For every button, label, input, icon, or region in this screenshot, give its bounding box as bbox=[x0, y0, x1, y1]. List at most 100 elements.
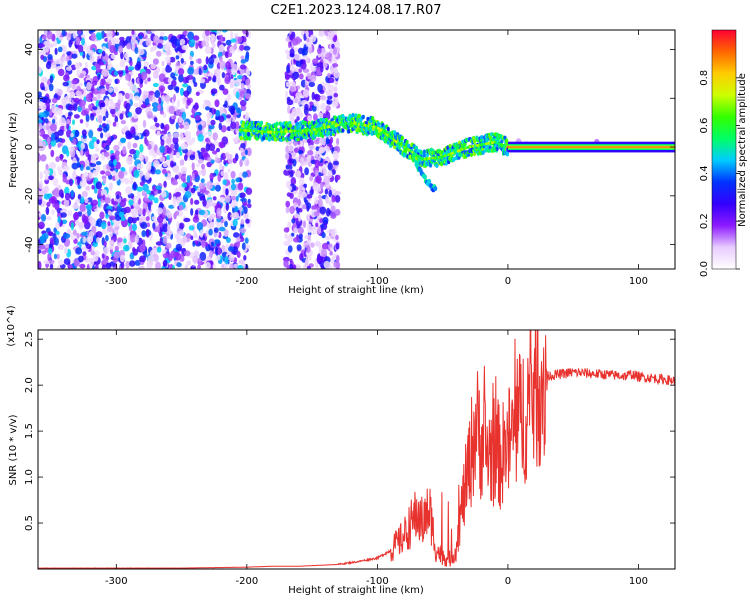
heatmap-noise-cell bbox=[72, 30, 77, 39]
heatmap-noise-cell bbox=[307, 72, 311, 80]
heatmap-noise-cell bbox=[126, 42, 132, 50]
snr-y-axis: 0.51.01.52.02.5 bbox=[24, 331, 675, 531]
heatmap-noise-cell bbox=[41, 86, 45, 91]
heatmap-noise-cell bbox=[202, 198, 207, 207]
heatmap-noise-cell bbox=[285, 205, 290, 214]
heatmap-noise-cell bbox=[334, 97, 339, 104]
heatmap-noise-cell bbox=[212, 150, 218, 155]
heatmap-noise-cell bbox=[51, 118, 56, 125]
heatmap-noise-cell bbox=[240, 218, 245, 225]
heatmap-signal-cell bbox=[259, 120, 264, 126]
heatmap-noise-cell bbox=[86, 81, 92, 91]
heatmap-signal-cell bbox=[405, 140, 409, 145]
heatmap-noise-cell bbox=[178, 73, 184, 83]
heatmap-noise-cell bbox=[313, 113, 318, 122]
heatmap-y-label: Frequency (Hz) bbox=[8, 112, 19, 188]
heatmap-noise-cell bbox=[123, 238, 127, 244]
heatmap-noise-cell bbox=[214, 157, 221, 164]
heatmap-noise-cell bbox=[128, 199, 134, 206]
heatmap-noise-cell bbox=[224, 100, 228, 108]
heatmap-noise-cell bbox=[303, 220, 307, 228]
heatmap-noise-cell bbox=[142, 131, 147, 137]
heatmap-noise-cell bbox=[91, 199, 99, 206]
heatmap-noise-cell bbox=[86, 236, 94, 244]
heatmap-noise-cell bbox=[56, 253, 60, 260]
heatmap-noise-cell bbox=[81, 110, 88, 116]
heatmap-noise-cell bbox=[162, 168, 167, 175]
heatmap-signal-cell bbox=[354, 113, 358, 118]
heatmap-noise-cell bbox=[162, 223, 169, 233]
heatmap-noise-cell bbox=[229, 263, 234, 269]
heatmap-noise-cell bbox=[38, 212, 42, 218]
heatmap-noise-cell bbox=[328, 30, 335, 39]
figure-title: C2E1.2023.124.08.17.R07 bbox=[270, 3, 441, 18]
heatmap-noise-cell bbox=[209, 213, 216, 220]
heatmap-noise-cell bbox=[113, 144, 120, 152]
heatmap-noise-cell bbox=[210, 33, 216, 39]
heatmap-noise-cell bbox=[221, 30, 228, 33]
heatmap-noise-cell bbox=[125, 186, 132, 195]
heatmap-noise-cell bbox=[319, 181, 324, 189]
heatmap-noise-cell bbox=[156, 246, 162, 253]
heatmap-secondary-cell bbox=[427, 178, 432, 184]
snr-series-line bbox=[38, 330, 675, 569]
heatmap-noise-cell bbox=[144, 156, 149, 163]
heatmap-noise-cell bbox=[318, 30, 325, 37]
heatmap-noise-cell bbox=[152, 82, 159, 88]
heatmap-noise-cell bbox=[50, 195, 57, 204]
heatmap-noise-cell bbox=[43, 169, 51, 175]
x-tick-label: -200 bbox=[236, 276, 259, 287]
x-tick-label: -100 bbox=[366, 276, 389, 287]
heatmap-noise-cell bbox=[224, 220, 228, 228]
heatmap-noise-cell bbox=[139, 255, 146, 263]
heatmap-noise-cell bbox=[65, 66, 73, 71]
heatmap-noise-cell bbox=[39, 171, 43, 180]
heatmap-noise-cell bbox=[96, 63, 101, 73]
heatmap-noise-cell bbox=[298, 233, 303, 240]
heatmap-noise-cell bbox=[45, 44, 50, 53]
heatmap-noise-cell bbox=[127, 216, 134, 224]
heatmap-noise-cell bbox=[38, 112, 46, 118]
heatmap-signal-cell bbox=[505, 152, 509, 157]
heatmap-noise-cell bbox=[38, 243, 46, 250]
heatmap-noise-cell bbox=[143, 91, 150, 96]
heatmap-noise-cell bbox=[158, 96, 162, 105]
heatmap-noise-cell bbox=[296, 116, 300, 121]
heatmap-noise-cell bbox=[97, 127, 103, 132]
heatmap-signal-cell bbox=[239, 136, 243, 141]
heatmap-noise-cell bbox=[97, 198, 101, 208]
x-tick-label: 100 bbox=[629, 576, 648, 587]
heatmap-noise-cell bbox=[72, 138, 77, 145]
heatmap-noise-cell bbox=[125, 130, 131, 137]
heatmap-noise-cell bbox=[38, 180, 43, 190]
heatmap-noise-cell bbox=[129, 260, 136, 267]
heatmap-noise-cell bbox=[333, 160, 339, 166]
heatmap-noise-cell bbox=[297, 198, 301, 207]
heatmap-noise-cell bbox=[172, 115, 177, 120]
heatmap-signal-cell bbox=[472, 139, 477, 144]
heatmap-noise-cell bbox=[298, 73, 304, 80]
heatmap-noise-cell bbox=[145, 216, 150, 222]
heatmap-noise-cell bbox=[205, 131, 212, 136]
heatmap-noise-cell bbox=[131, 209, 138, 218]
heatmap-noise-cell bbox=[164, 124, 170, 131]
heatmap-noise-cell bbox=[315, 146, 320, 152]
heatmap-noise-cell bbox=[112, 121, 117, 127]
heatmap-noise-cell bbox=[77, 82, 83, 87]
heatmap-signal-cell bbox=[304, 135, 308, 140]
heatmap-noise-cell bbox=[207, 192, 212, 198]
heatmap-noise-cell bbox=[96, 93, 103, 101]
y-tick-label: -40 bbox=[24, 236, 35, 252]
heatmap-noise-cell bbox=[283, 259, 289, 268]
heatmap-noise-cell bbox=[38, 51, 44, 56]
heatmap-noise-cell bbox=[184, 264, 189, 269]
heatmap-noise-cell bbox=[45, 125, 50, 131]
heatmap-noise-cell bbox=[79, 263, 86, 269]
heatmap-noise-cell bbox=[91, 184, 95, 190]
heatmap-noise-cell bbox=[70, 222, 74, 231]
heatmap-noise-cell bbox=[201, 239, 206, 249]
heatmap-noise-cell bbox=[47, 252, 52, 262]
heatmap-noise-cell bbox=[153, 160, 160, 168]
heatmap-noise-cell bbox=[165, 230, 171, 239]
heatmap-noise-cell bbox=[138, 73, 142, 78]
